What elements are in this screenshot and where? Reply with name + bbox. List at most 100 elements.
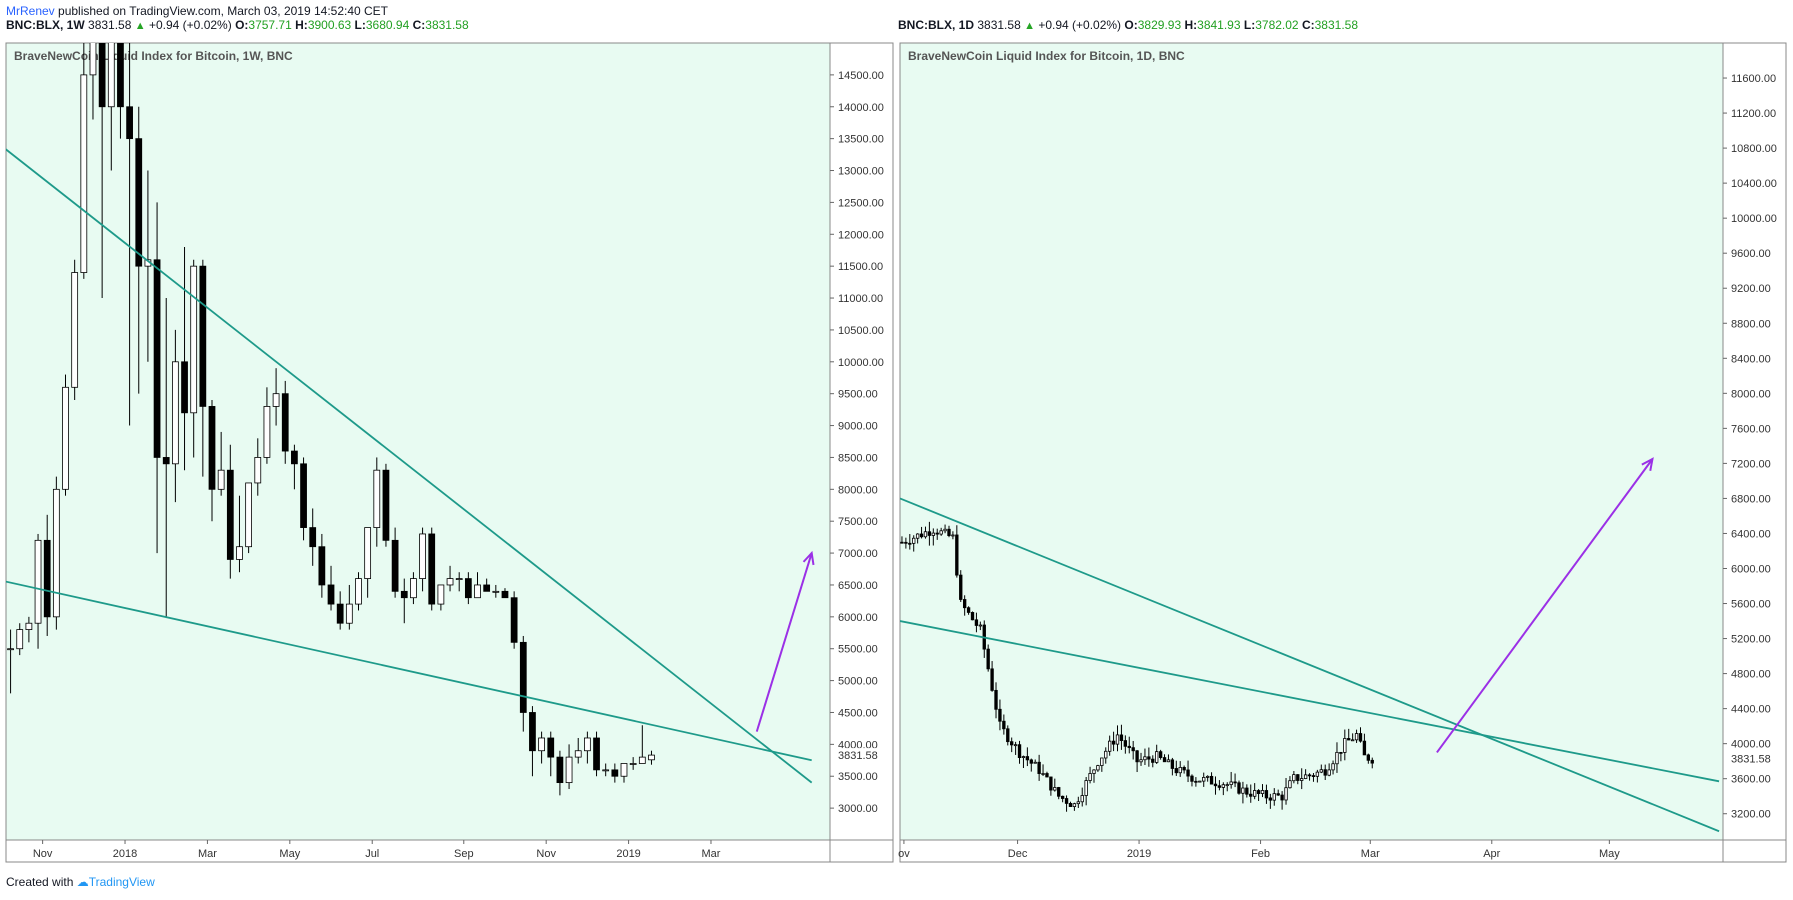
- y-tick-label: 13000.00: [838, 166, 884, 178]
- candle-body: [327, 584, 335, 605]
- publish-line: MrRenev published on TradingView.com, Ma…: [6, 4, 388, 18]
- candle-body: [1013, 744, 1018, 747]
- candle-body: [1151, 758, 1155, 763]
- right-price: 3831.58: [977, 18, 1021, 32]
- candle-body: [947, 528, 951, 536]
- right-open: 3829.93: [1137, 18, 1182, 32]
- y-tick-label: 7200.00: [1731, 458, 1771, 470]
- candle-body: [25, 622, 33, 630]
- candle-body: [943, 528, 947, 532]
- candle-body: [1147, 756, 1151, 760]
- candle-body: [1107, 740, 1112, 752]
- chart-frame: [5, 42, 894, 863]
- candle-body: [272, 393, 280, 407]
- candle-body: [1264, 790, 1269, 799]
- candle-body: [1053, 787, 1057, 791]
- candle-body: [1268, 797, 1273, 801]
- x-tick-label: Mar: [1361, 848, 1380, 860]
- y-tick-label: 10500.00: [838, 325, 884, 337]
- candle-body: [263, 406, 271, 458]
- x-tick-label: Apr: [1483, 848, 1500, 860]
- candle-body: [1303, 774, 1308, 779]
- weekly-chart[interactable]: BraveNewCoin Liquid Index for Bitcoin, 1…: [0, 0, 894, 863]
- tradingview-link[interactable]: TradingView: [88, 875, 155, 889]
- candle-body: [1237, 782, 1241, 794]
- candle-body: [974, 619, 979, 626]
- candle-body: [492, 590, 500, 593]
- candle-body: [900, 541, 904, 544]
- trendline: [6, 148, 813, 784]
- current-price-label: 3831.58: [1731, 753, 1771, 765]
- candle-body: [318, 546, 326, 586]
- candle-body: [373, 469, 381, 528]
- candle-body: [931, 532, 935, 536]
- x-tick-label: ov: [898, 848, 910, 860]
- candle-body: [648, 754, 655, 761]
- y-tick-label: 9500.00: [838, 389, 878, 401]
- candle-body: [300, 463, 307, 528]
- right-symbol[interactable]: BNC:BLX, 1D: [898, 18, 975, 32]
- candle-body: [593, 737, 600, 771]
- candle-body: [1194, 780, 1198, 783]
- plot-background: [900, 43, 1723, 840]
- y-tick-label: 14500.00: [838, 70, 884, 82]
- candle-body: [574, 750, 582, 758]
- candle-body: [391, 539, 399, 592]
- candle-body: [217, 469, 225, 490]
- y-tick-label: 11500.00: [838, 261, 883, 273]
- candle-body: [52, 488, 60, 618]
- candle-body: [951, 534, 955, 537]
- candle-body: [1272, 793, 1276, 801]
- created-with-text: Created with: [6, 875, 74, 889]
- price-label-box: [831, 748, 892, 763]
- candle-body: [1080, 795, 1084, 803]
- candle-body: [1064, 798, 1069, 804]
- candle-body: [1115, 734, 1120, 745]
- y-tick-label: 6500.00: [838, 580, 878, 592]
- candle-body: [355, 578, 362, 605]
- x-tick-label: Dec: [1008, 848, 1028, 860]
- candle-body: [1233, 781, 1237, 784]
- candle-body: [1041, 773, 1045, 775]
- price-label-box: [1724, 751, 1785, 766]
- right-low: 3782.02: [1255, 18, 1299, 32]
- candle-body: [908, 542, 912, 545]
- x-tick-label: 2018: [113, 848, 137, 860]
- left-close: 3831.58: [425, 18, 469, 32]
- candle-body: [620, 763, 628, 777]
- candle-body: [1002, 720, 1006, 730]
- candle-body: [135, 138, 143, 267]
- author-link[interactable]: MrRenev: [6, 4, 55, 18]
- y-tick-label: 11000.00: [838, 293, 883, 305]
- tradingview-cloud-icon: ☁: [76, 875, 89, 889]
- candle-body: [1249, 793, 1253, 797]
- candle-body: [1033, 761, 1037, 764]
- candle-body: [584, 737, 591, 752]
- candle-body: [208, 406, 216, 490]
- candle-body: [1057, 787, 1061, 797]
- candle-body: [935, 532, 939, 535]
- daily-chart[interactable]: BraveNewCoin Liquid Index for Bitcoin, 1…: [898, 42, 1787, 863]
- y-tick-label: 6000.00: [1731, 563, 1771, 575]
- candle-body: [1229, 781, 1233, 786]
- y-tick-label: 10400.00: [1731, 178, 1777, 190]
- candle-body: [80, 74, 88, 273]
- left-symbol[interactable]: BNC:BLX, 1W: [6, 18, 85, 32]
- candle-body: [254, 457, 262, 484]
- candles-layer: [7, 43, 655, 796]
- candle-body: [1354, 733, 1359, 741]
- y-tick-label: 6800.00: [1731, 493, 1771, 505]
- up-triangle-icon: ▲: [1024, 20, 1035, 32]
- x-tick-label: 2019: [1127, 848, 1151, 860]
- candle-body: [1288, 780, 1292, 789]
- candle-body: [1139, 759, 1143, 763]
- candle-body: [1143, 756, 1147, 761]
- candle-body: [117, 43, 124, 108]
- y-tick-label: 5200.00: [1731, 634, 1771, 646]
- candle-body: [1292, 774, 1296, 782]
- candle-body: [978, 624, 983, 627]
- x-tick-label: Mar: [702, 848, 721, 860]
- candle-body: [1158, 751, 1163, 758]
- candle-body: [1209, 775, 1214, 785]
